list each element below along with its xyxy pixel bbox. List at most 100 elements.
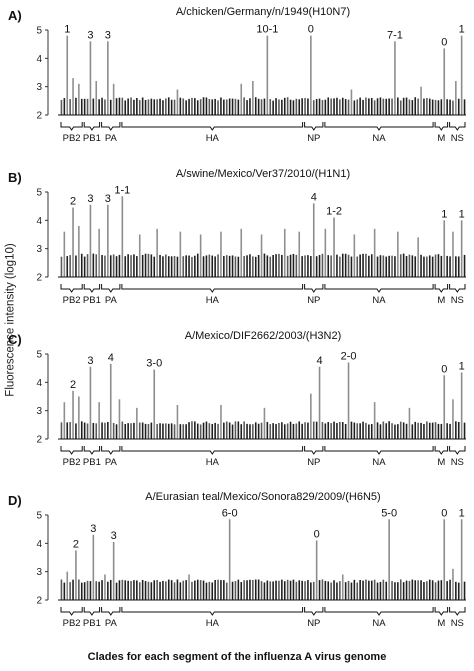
segment-bracket — [449, 284, 466, 293]
bar — [315, 256, 318, 277]
bar — [60, 422, 63, 439]
bar — [318, 98, 321, 115]
bar — [109, 579, 112, 600]
segment-label: NP — [307, 295, 320, 306]
bar — [353, 579, 356, 600]
data-label: 5-0 — [381, 507, 397, 519]
bar — [405, 580, 408, 600]
bar — [301, 256, 303, 277]
bar — [353, 100, 356, 115]
bar — [292, 100, 295, 115]
bar — [80, 582, 83, 600]
data-label: 0 — [441, 507, 447, 519]
bar — [176, 579, 179, 600]
bar — [98, 99, 100, 115]
data-label: 2-0 — [341, 351, 357, 363]
bar — [399, 254, 402, 277]
bar — [423, 424, 425, 439]
bar — [220, 405, 222, 439]
bar — [449, 579, 451, 600]
bar — [196, 100, 199, 115]
bar — [414, 97, 417, 115]
bar — [92, 422, 95, 439]
segment-label: NA — [372, 618, 386, 629]
bar — [170, 423, 173, 439]
bar — [228, 422, 231, 439]
bar — [318, 366, 321, 439]
bar — [356, 256, 359, 277]
bar — [246, 255, 248, 277]
bar — [214, 256, 216, 277]
bar — [278, 99, 280, 115]
bar — [376, 582, 379, 600]
bar — [83, 256, 86, 277]
bar — [127, 98, 129, 115]
bar — [72, 78, 74, 115]
bar — [98, 402, 100, 439]
data-label: 6-0 — [222, 507, 238, 519]
bar — [223, 580, 225, 600]
bar — [385, 256, 388, 277]
bar — [373, 100, 376, 115]
segment-bracket — [83, 284, 101, 293]
segment-bracket — [304, 607, 324, 616]
bar — [63, 402, 66, 439]
bar — [95, 423, 98, 439]
bar — [428, 422, 431, 439]
bar — [336, 97, 338, 115]
data-label: 3 — [111, 530, 117, 542]
bar — [124, 424, 127, 439]
bar — [315, 421, 318, 439]
bar — [170, 99, 173, 115]
bar — [336, 254, 338, 277]
bar — [452, 568, 454, 600]
bar — [211, 582, 214, 600]
bar — [414, 256, 417, 277]
bar — [112, 541, 115, 600]
bar — [159, 581, 161, 600]
bar — [397, 231, 399, 277]
bar — [460, 519, 463, 600]
bar — [402, 582, 405, 600]
bar — [312, 421, 315, 439]
bar — [66, 256, 69, 277]
bar — [231, 581, 234, 600]
bar — [83, 582, 86, 600]
bar — [240, 424, 243, 439]
segment-bracket — [60, 607, 83, 616]
bar — [179, 424, 182, 439]
data-label: 1 — [64, 24, 70, 36]
bar — [156, 99, 158, 115]
bar — [460, 220, 463, 277]
bar — [115, 256, 118, 277]
bar — [463, 581, 466, 600]
bar — [179, 97, 182, 115]
bar — [144, 100, 147, 115]
bar — [182, 98, 185, 115]
bar — [272, 423, 274, 439]
bar — [86, 580, 89, 600]
bar — [104, 255, 106, 277]
bar — [408, 99, 411, 115]
bar — [347, 580, 350, 600]
bar — [165, 423, 167, 439]
bar — [411, 424, 414, 439]
bar — [173, 256, 176, 277]
bar — [266, 255, 269, 277]
bar — [124, 580, 127, 600]
bar — [402, 422, 405, 439]
bar — [118, 399, 121, 439]
segment-bracket — [324, 284, 434, 293]
bar — [350, 89, 353, 115]
segment-bracket — [121, 446, 304, 455]
bar — [344, 424, 347, 439]
bar — [249, 98, 251, 115]
bar — [98, 581, 100, 600]
bar — [315, 540, 318, 600]
bar — [225, 421, 228, 439]
bar — [60, 256, 63, 277]
bar — [112, 423, 115, 439]
bar — [153, 256, 156, 277]
data-label: 3 — [105, 193, 111, 205]
